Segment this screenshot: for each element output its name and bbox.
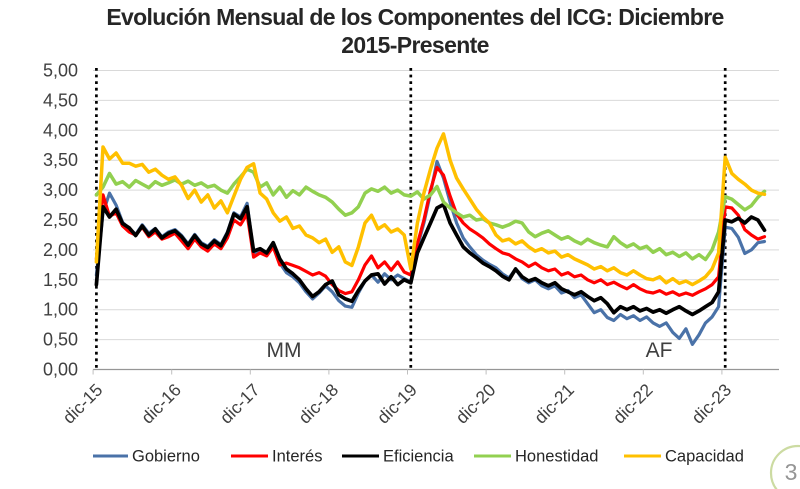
svg-text:4,00: 4,00 — [43, 120, 78, 140]
svg-text:Eficiencia: Eficiencia — [383, 448, 454, 466]
svg-text:Evolución Mensual de los Compo: Evolución Mensual de los Componentes del… — [106, 4, 723, 30]
svg-text:0,00: 0,00 — [43, 360, 78, 380]
svg-text:Interés: Interés — [272, 448, 322, 466]
svg-text:2,50: 2,50 — [43, 210, 78, 230]
svg-text:2015-Presente: 2015-Presente — [341, 32, 489, 58]
svg-text:Capacidad: Capacidad — [665, 448, 744, 466]
svg-text:1,50: 1,50 — [43, 270, 78, 290]
svg-text:3,00: 3,00 — [43, 180, 78, 200]
svg-text:Gobierno: Gobierno — [132, 448, 200, 466]
svg-text:4,50: 4,50 — [43, 90, 78, 110]
svg-text:2,00: 2,00 — [43, 240, 78, 260]
svg-text:3,50: 3,50 — [43, 150, 78, 170]
svg-text:MM: MM — [267, 339, 302, 362]
svg-text:1,00: 1,00 — [43, 300, 78, 320]
svg-text:0,50: 0,50 — [43, 330, 78, 350]
svg-text:5,00: 5,00 — [43, 61, 78, 81]
svg-text:AF: AF — [646, 339, 673, 362]
svg-text:Honestidad: Honestidad — [515, 448, 598, 466]
svg-text:3: 3 — [785, 459, 798, 485]
